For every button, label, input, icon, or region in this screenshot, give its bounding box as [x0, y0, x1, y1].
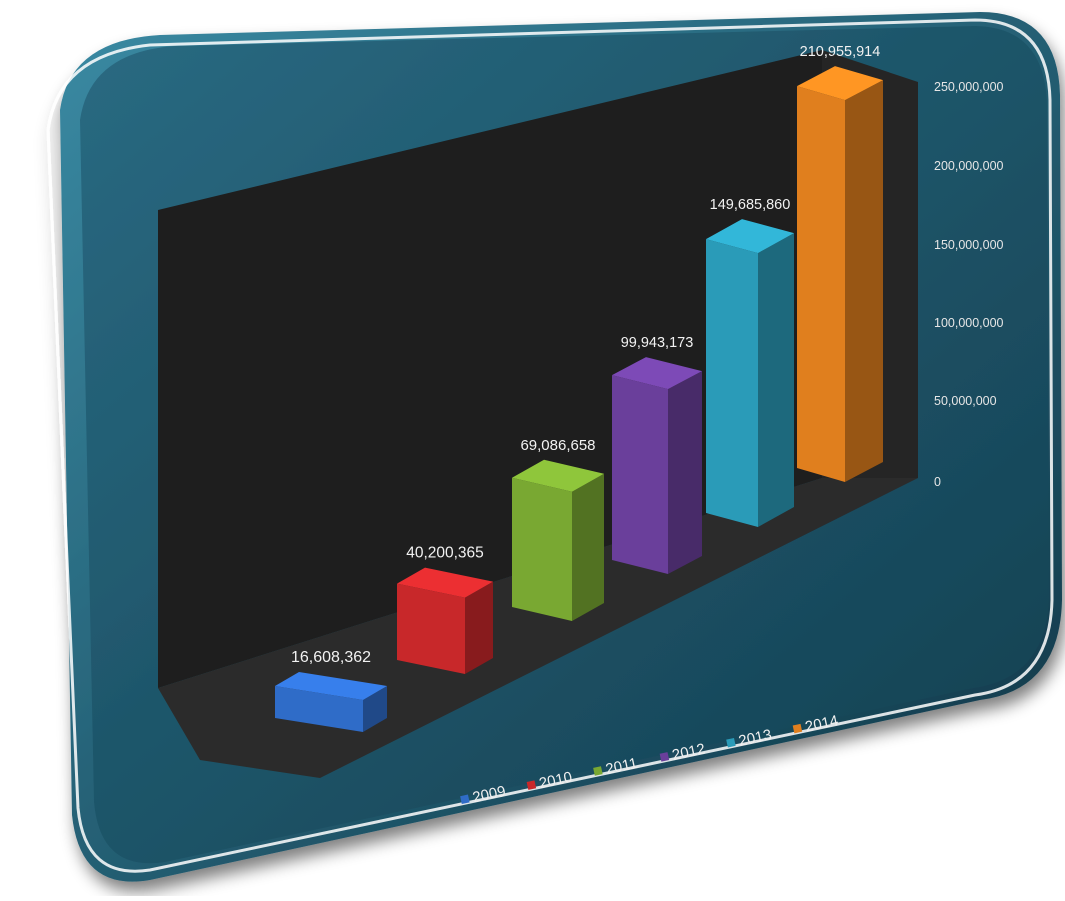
legend-swatch: [593, 766, 603, 776]
legend-label: 2011: [604, 755, 639, 778]
bar-top-face: [397, 567, 493, 598]
data-label: 69,086,658: [520, 437, 595, 454]
bar-front-face: [397, 583, 465, 674]
data-label: 99,943,173: [621, 335, 694, 351]
data-label: 210,955,914: [800, 44, 881, 60]
bar-2011: 69,086,658: [512, 437, 604, 621]
legend-label: 2010: [538, 769, 574, 793]
legend-label: 2013: [737, 726, 773, 750]
y-tick-label: 100,000,000: [934, 316, 1004, 330]
bar-front-face: [612, 375, 668, 574]
bar-2009: 16,608,362: [275, 649, 387, 732]
legend-swatch: [659, 752, 670, 762]
bar-2014: 210,955,914: [797, 44, 883, 482]
y-tick-label: 150,000,000: [934, 238, 1004, 252]
data-label: 40,200,365: [406, 545, 484, 562]
bars-group: 16,608,362 40,200,365 69,086,658 99,943,173…: [275, 44, 883, 732]
bar-side-face: [845, 80, 883, 482]
bar-2010: 40,200,365: [397, 545, 493, 674]
legend-row: 2009 2010 2011 2012 2013 2014: [460, 712, 840, 807]
bar-top-face: [512, 459, 604, 492]
legend-item-2010: 2010: [526, 769, 574, 793]
y-tick-label: 0: [934, 475, 941, 489]
bar-top-face: [612, 357, 702, 390]
y-tick-label: 200,000,000: [934, 159, 1004, 173]
legend-item-2014: 2014: [792, 712, 840, 736]
bar-top-face: [275, 671, 387, 700]
legend-label: 2014: [804, 712, 840, 736]
legend-item-2013: 2013: [726, 726, 773, 750]
bar-side-face: [465, 581, 493, 674]
bar-2013: 149,685,860: [706, 197, 794, 527]
data-label: 149,685,860: [710, 197, 791, 213]
legend: 2009 2010 2011 2012 2013 2014: [460, 712, 840, 807]
bar-front-face: [797, 86, 845, 482]
panel-rim: [46, 18, 1054, 873]
bar-2012: 99,943,173: [612, 335, 702, 574]
legend-item-2009: 2009: [460, 783, 507, 807]
legend-swatch: [460, 794, 470, 805]
legend-label: 2012: [671, 740, 707, 764]
bar-top-face: [797, 66, 883, 101]
bar-front-face: [275, 685, 363, 732]
bar-front-face: [512, 477, 572, 621]
legend-swatch: [792, 723, 803, 734]
legend-swatch: [526, 780, 537, 790]
bar-side-face: [363, 685, 387, 732]
legend-label: 2009: [471, 783, 507, 807]
y-tick-label: 250,000,000: [934, 80, 1004, 94]
y-tick-label: 50,000,000: [934, 394, 997, 408]
legend-item-2012: 2012: [659, 740, 707, 764]
bar-front-face: [706, 239, 758, 527]
data-label: 16,608,362: [291, 649, 371, 666]
legend-swatch: [726, 737, 736, 748]
bar-side-face: [758, 233, 794, 527]
bar-side-face: [572, 473, 604, 621]
legend-item-2011: 2011: [593, 755, 639, 778]
bar-side-face: [668, 371, 702, 574]
bar-top-face: [706, 219, 794, 254]
y-axis: 0 50,000,000 100,000,000 150,000,000 200,000…: [934, 80, 1004, 489]
